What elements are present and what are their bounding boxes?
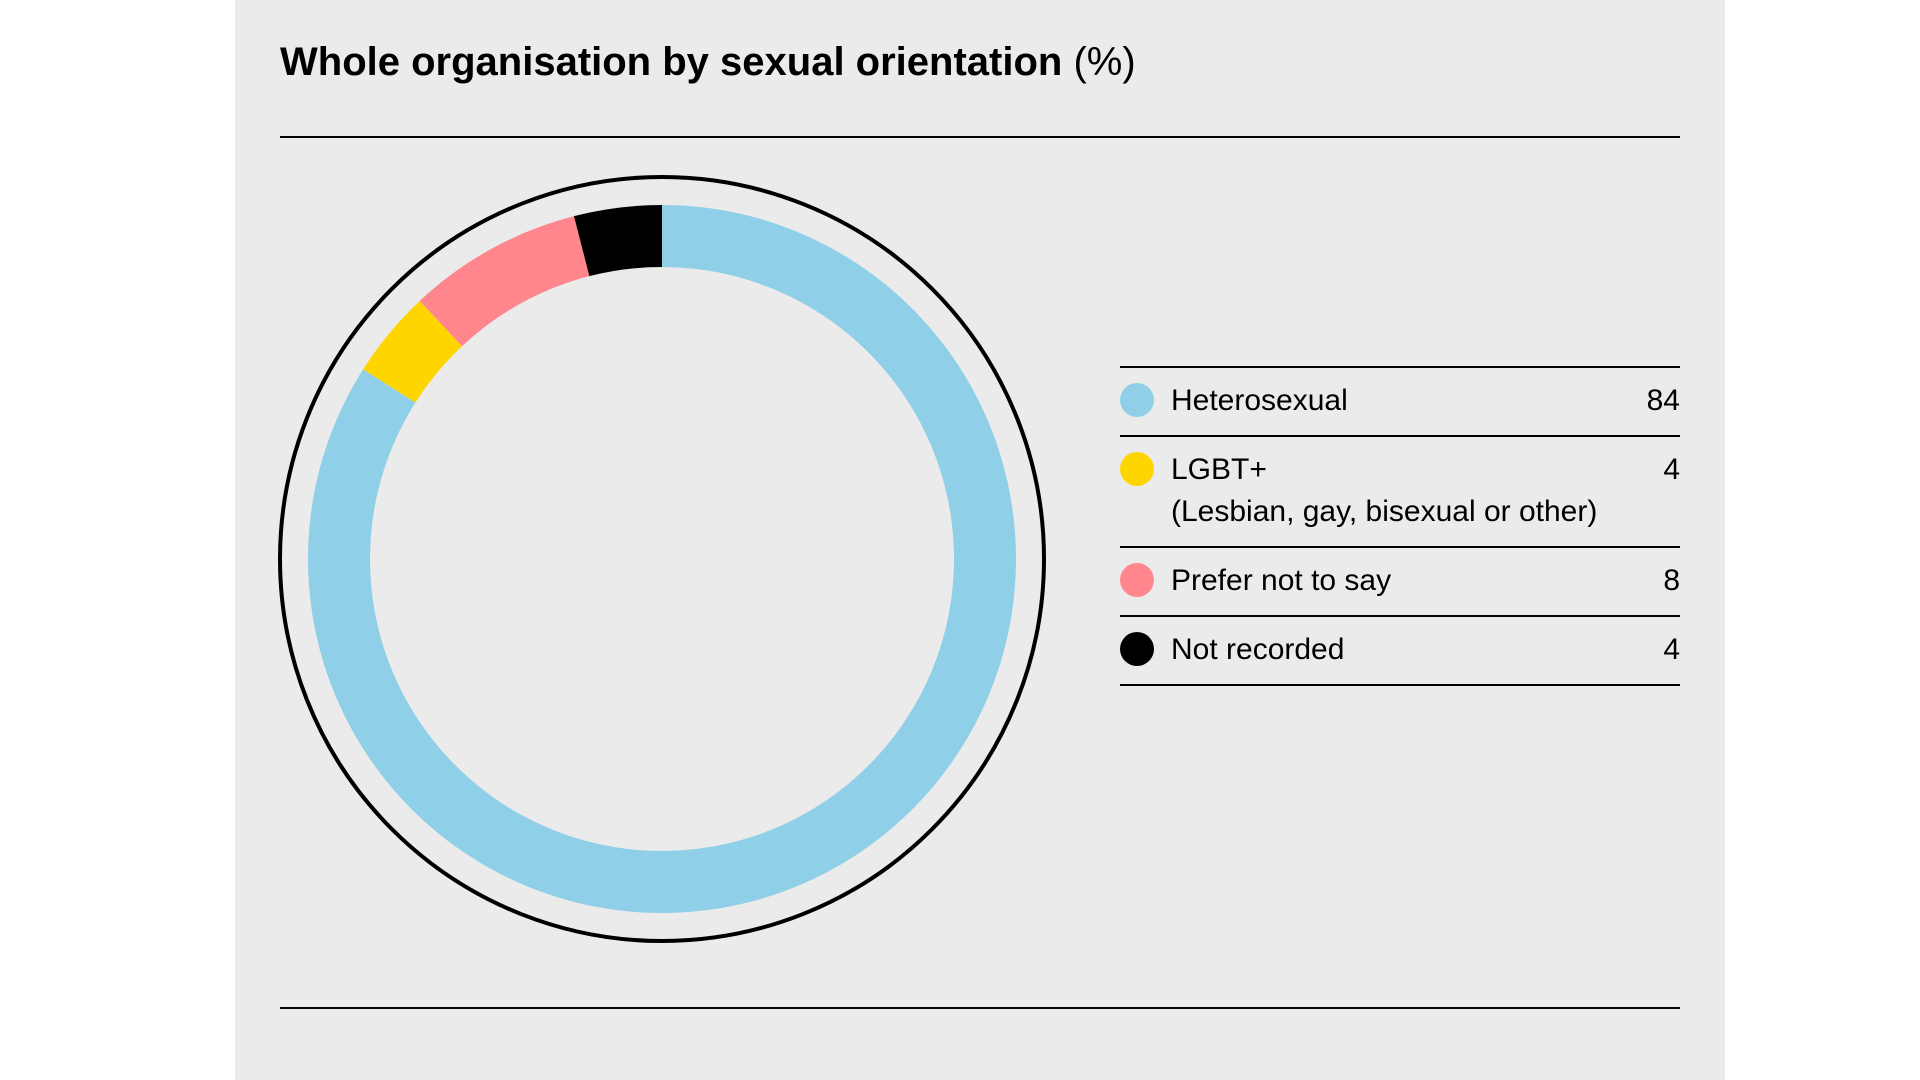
legend-label-group: LGBT+ (Lesbian, gay, bisexual or other) [1171, 449, 1620, 533]
legend-label-group: Heterosexual [1171, 380, 1620, 422]
legend-value: 4 [1663, 633, 1680, 666]
donut-slice-lgbt [363, 300, 463, 403]
chart-title-text: Whole organisation by sexual orientation [280, 40, 1063, 84]
legend-item-heterosexual: Heterosexual 84 [1120, 368, 1680, 437]
legend-item-prefer-not-to-say: Prefer not to say 8 [1120, 548, 1680, 617]
chart-title-unit: (%) [1073, 40, 1136, 84]
legend-label-group: Prefer not to say [1171, 560, 1620, 602]
legend-swatch [1120, 563, 1154, 597]
legend-value: 4 [1663, 453, 1680, 486]
legend-value: 8 [1663, 564, 1680, 597]
legend-label: LGBT+ [1171, 453, 1267, 486]
legend-label: Heterosexual [1171, 384, 1348, 417]
legend-swatch [1120, 632, 1154, 666]
legend-swatch [1120, 383, 1154, 417]
donut-outer-ring [278, 175, 1046, 943]
legend-swatch [1120, 452, 1154, 486]
chart-legend: Heterosexual 84 LGBT+ (Lesbian, gay, bisexu… [1120, 366, 1680, 686]
donut-slice-prefer-not-to-say [419, 216, 590, 347]
legend-item-lgbt: LGBT+ (Lesbian, gay, bisexual or other) 4 [1120, 437, 1680, 548]
legend-label-group: Not recorded [1171, 629, 1620, 671]
chart-title: Whole organisation by sexual orientation… [280, 36, 1136, 88]
legend-value: 84 [1646, 384, 1680, 417]
legend-item-not-recorded: Not recorded 4 [1120, 617, 1680, 686]
donut-slice-not-recorded [573, 205, 662, 277]
legend-sublabel: (Lesbian, gay, bisexual or other) [1171, 495, 1598, 528]
chart-panel: Whole organisation by sexual orientation… [235, 0, 1725, 1080]
legend-label: Not recorded [1171, 633, 1345, 666]
bottom-divider [280, 1007, 1680, 1009]
top-divider [280, 136, 1680, 138]
donut-chart [278, 175, 1046, 943]
legend-label: Prefer not to say [1171, 564, 1392, 597]
